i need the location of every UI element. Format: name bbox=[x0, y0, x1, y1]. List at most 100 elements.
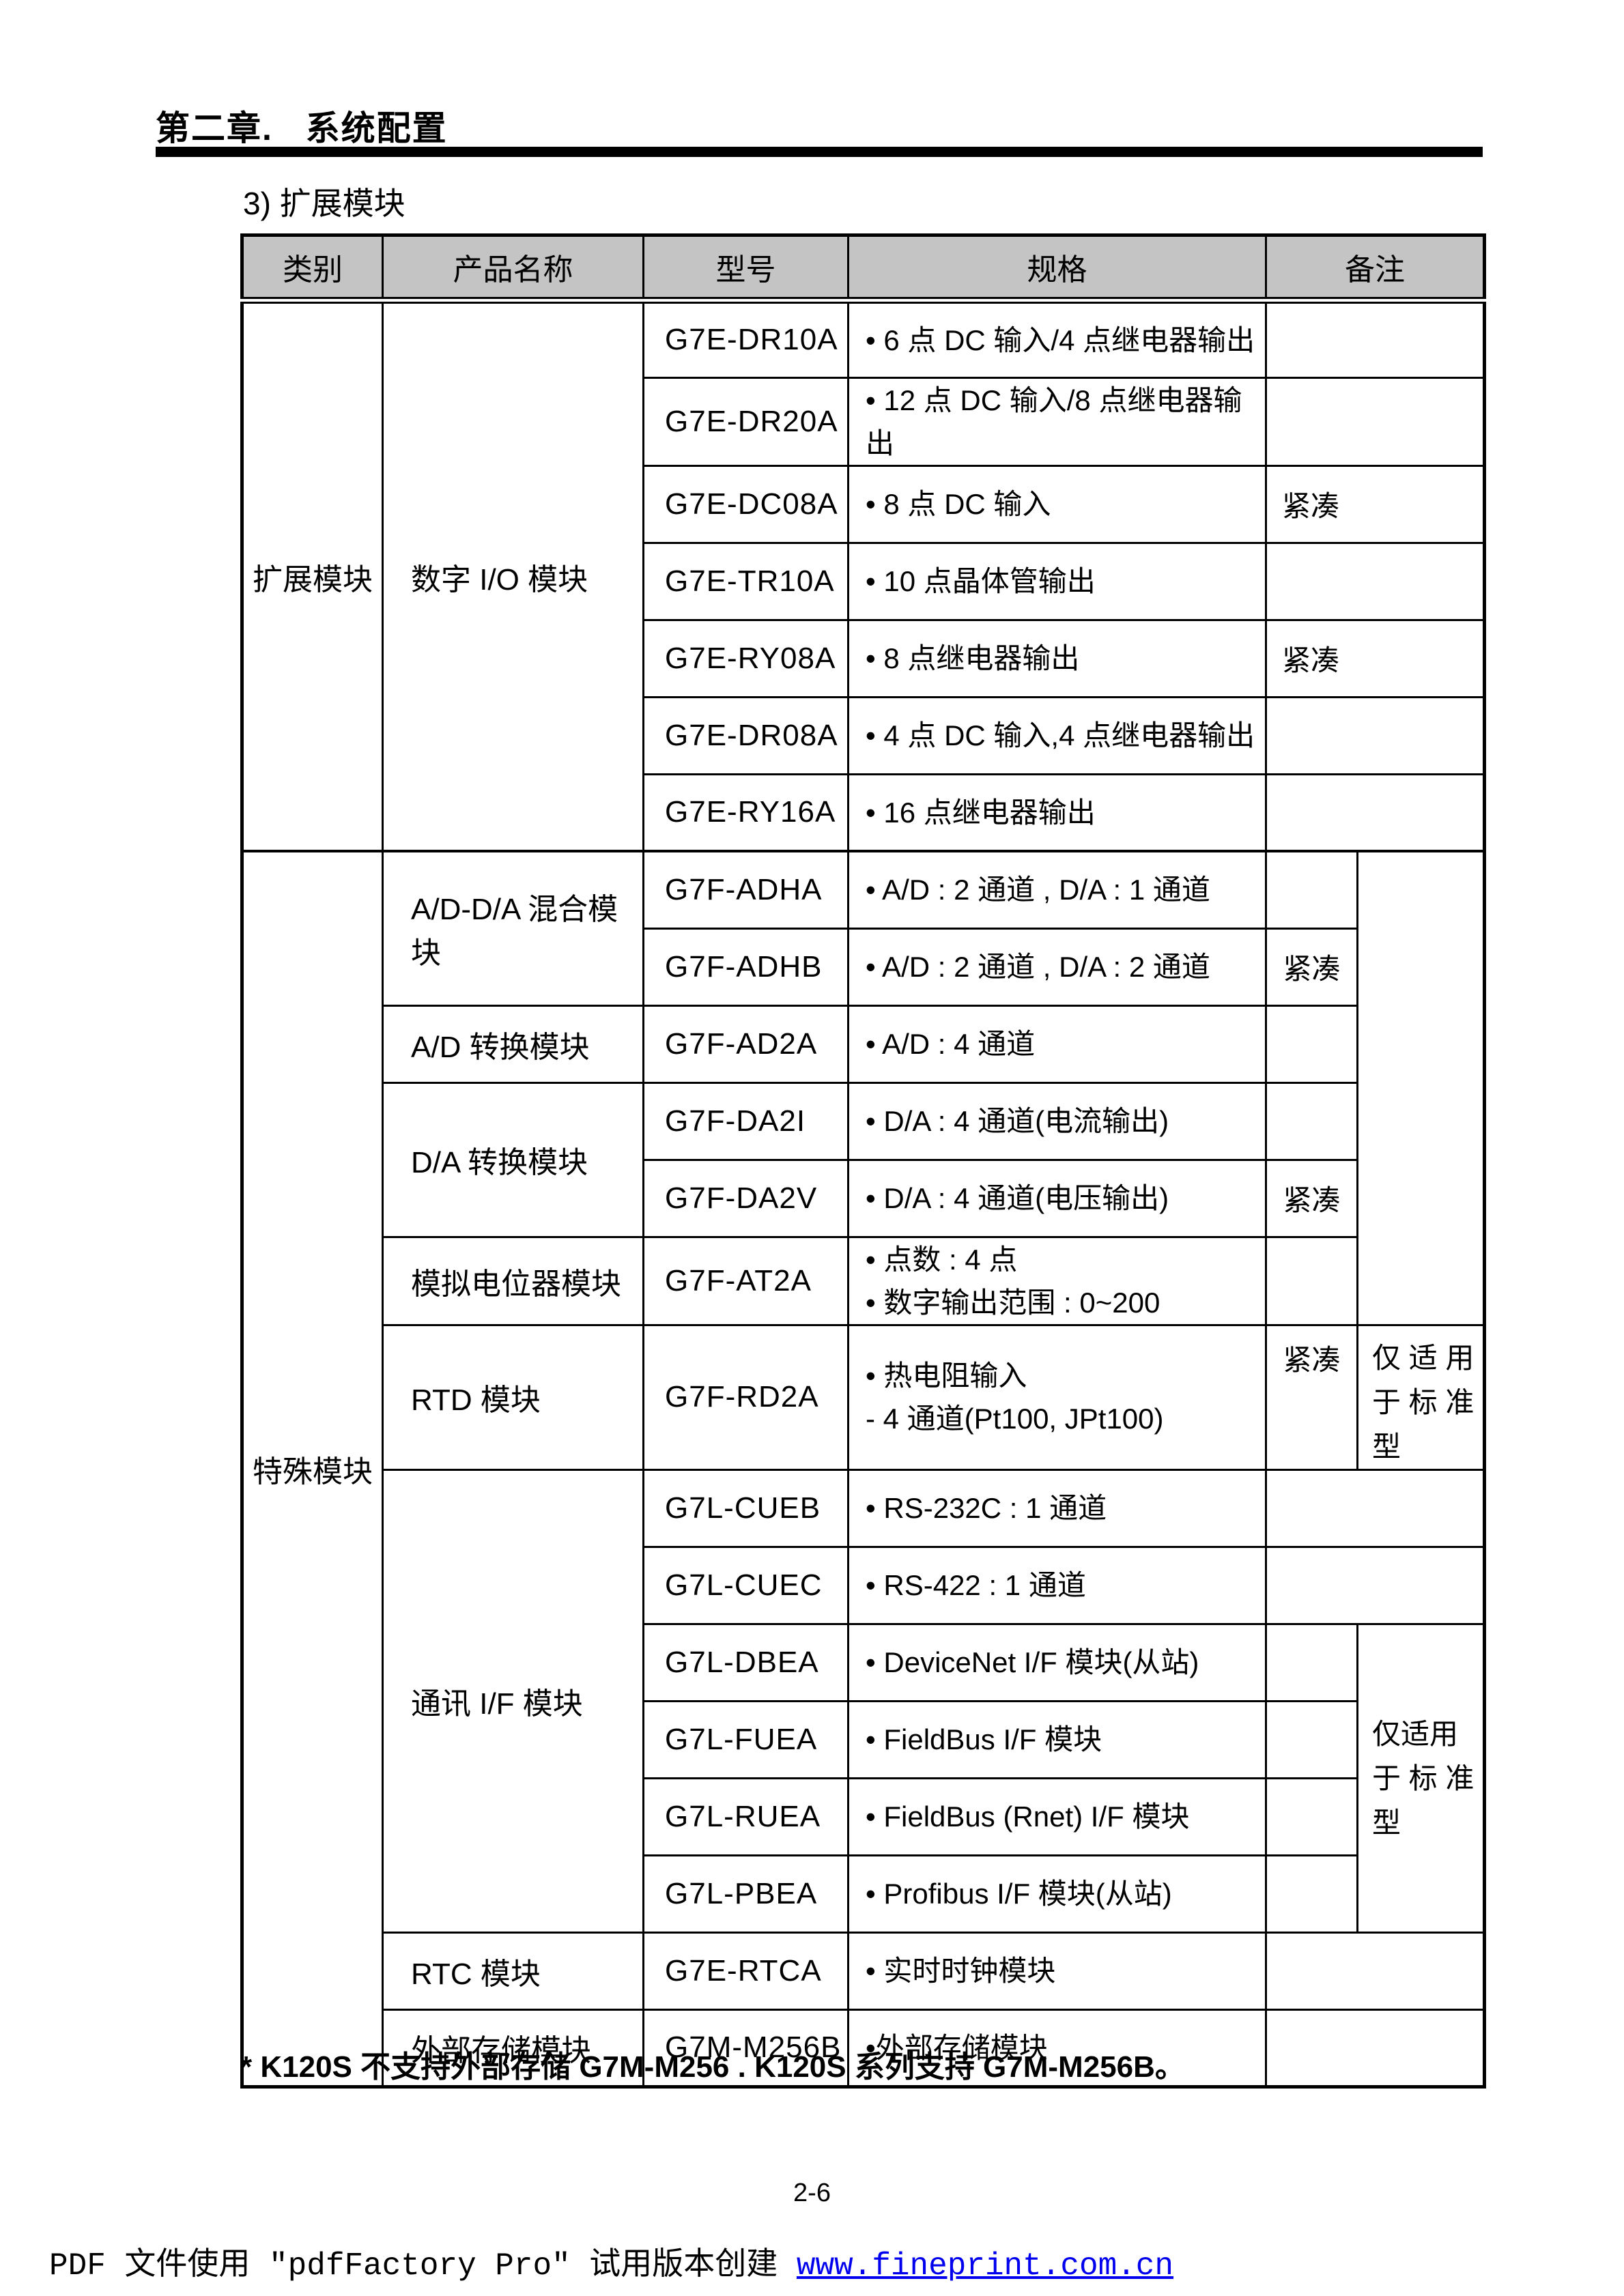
model-cell: G7F-RD2A bbox=[642, 1323, 849, 1471]
table-row: D/A 转换模块 G7F-DA2I • D/A : 4 通道(电流输出) bbox=[242, 1081, 1485, 1238]
model-cell: G7F-ADHB bbox=[642, 927, 849, 1007]
remark-cell bbox=[1265, 1468, 1485, 1548]
remark-cell bbox=[1265, 695, 1485, 775]
table-row: G7E-TR10A • 10 点晶体管输出 bbox=[242, 541, 1485, 621]
model-cell: G7F-AD2A bbox=[642, 1004, 849, 1084]
remark-cell bbox=[1265, 1004, 1358, 1084]
table-row: G7E-DR20A • 12 点 DC 输入/8 点继电器输出 bbox=[242, 376, 1485, 467]
category-cell: 扩展模块 bbox=[241, 299, 384, 852]
spec-cell: • D/A : 4 通道(电流输出) bbox=[847, 1081, 1267, 1161]
table-row: RTC 模块 G7E-RTCA • 实时时钟模块 bbox=[242, 1931, 1485, 2011]
page-number: 2-6 bbox=[793, 2179, 831, 2207]
product-cell: 外部存储模块 bbox=[382, 2008, 644, 2088]
remark-cell bbox=[1265, 1777, 1358, 1856]
remark-cell bbox=[1265, 773, 1485, 852]
pdf-footer: PDF 文件使用 ″pdfFactory Pro″ 试用版本创建 www.fin… bbox=[49, 2239, 1173, 2284]
model-cell: G7L-FUEA bbox=[642, 1699, 849, 1779]
table-header-row: 类别 产品名称 型号 规格 备注 bbox=[241, 234, 1485, 304]
table-row: G7L-PBEA • Profibus I/F 模块(从站) bbox=[242, 1854, 1485, 1934]
remark-cell bbox=[1265, 1622, 1358, 1702]
spec-cell: •外部存储模块 bbox=[847, 2008, 1267, 2088]
model-cell: G7L-CUEB bbox=[642, 1468, 849, 1548]
model-cell: G7E-DR10A bbox=[642, 299, 849, 379]
table-row: G7E-DC08A • 8 点 DC 输入 紧凑 bbox=[242, 464, 1485, 544]
model-cell: G7E-DR08A bbox=[642, 695, 849, 775]
model-cell: G7L-CUEC bbox=[642, 1545, 849, 1625]
remark-cell: 紧凑 bbox=[1265, 1323, 1358, 1471]
header-spec: 规格 bbox=[847, 234, 1267, 304]
table-row: G7L-DBEA • DeviceNet I/F 模块(从站) 仅适用 于 标 … bbox=[242, 1622, 1485, 1934]
spec-cell: • FieldBus (Rnet) I/F 模块 bbox=[847, 1777, 1267, 1856]
header-product: 产品名称 bbox=[382, 234, 644, 304]
spec-cell: • FieldBus I/F 模块 bbox=[847, 1699, 1267, 1779]
spec-cell: • 热电阻输入 - 4 通道(Pt100, JPt100) bbox=[847, 1323, 1267, 1471]
spec-cell: • Profibus I/F 模块(从站) bbox=[847, 1854, 1267, 1934]
spec-cell: • 6 点 DC 输入/4 点继电器输出 bbox=[847, 299, 1267, 379]
remark-cell bbox=[1265, 299, 1485, 379]
chapter-title: 第二章. 系统配置 bbox=[156, 109, 448, 147]
model-cell: G7E-DC08A bbox=[642, 464, 849, 544]
model-cell: G7E-RY08A bbox=[642, 618, 849, 698]
remark-std-only-cell: 仅 适 用 于 标 准 型 bbox=[1356, 1323, 1485, 1471]
expansion-module-table: 类别 产品名称 型号 规格 备注 扩展模块 数字 I/O 模块 G7E-DR10… bbox=[240, 233, 1486, 2089]
table-row: G7E-RY08A • 8 点继电器输出 紧凑 bbox=[242, 618, 1485, 698]
spec-cell: • 实时时钟模块 bbox=[847, 1931, 1267, 2011]
remark-cell bbox=[1265, 1854, 1358, 1934]
table-row: G7L-CUEC • RS-422 : 1 通道 bbox=[242, 1545, 1485, 1625]
spec-cell: • 4 点 DC 输入,4 点继电器输出 bbox=[847, 695, 1267, 775]
header-category: 类别 bbox=[241, 234, 384, 304]
table-row: 模拟电位器模块 G7F-AT2A • 点数 : 4 点 • 数字输出范围 : 0… bbox=[242, 1235, 1485, 1326]
table-row: G7F-ADHB • A/D : 2 通道 , D/A : 2 通道 紧凑 bbox=[242, 927, 1485, 1007]
spec-cell: • RS-422 : 1 通道 bbox=[847, 1545, 1267, 1625]
product-cell: RTD 模块 bbox=[382, 1323, 644, 1471]
model-cell: G7F-DA2V bbox=[642, 1158, 849, 1238]
header-model: 型号 bbox=[642, 234, 849, 304]
model-cell: G7L-PBEA bbox=[642, 1854, 849, 1934]
table-row: G7E-DR08A • 4 点 DC 输入,4 点继电器输出 bbox=[242, 695, 1485, 775]
model-cell: G7E-DR20A bbox=[642, 376, 849, 467]
product-cell: 数字 I/O 模块 bbox=[382, 299, 644, 852]
model-cell: G7M-M256B bbox=[642, 2008, 849, 2088]
model-cell: G7E-RY16A bbox=[642, 773, 849, 852]
spec-cell: • D/A : 4 通道(电压输出) bbox=[847, 1158, 1267, 1238]
remark-cell bbox=[1265, 850, 1358, 930]
spec-cell: • A/D : 4 通道 bbox=[847, 1004, 1267, 1084]
remark-cell bbox=[1265, 1931, 1485, 2011]
spec-cell: • 16 点继电器输出 bbox=[847, 773, 1267, 852]
product-cell: D/A 转换模块 bbox=[382, 1081, 644, 1238]
table-row: G7F-DA2V • D/A : 4 通道(电压输出) 紧凑 bbox=[242, 1158, 1485, 1238]
section-heading: 3) 扩展模块 bbox=[243, 186, 405, 221]
remark-cell bbox=[1265, 1081, 1358, 1161]
category-cell: 特殊模块 bbox=[241, 849, 384, 2088]
table-row: 特殊模块 A/D-D/A 混合模块 G7F-ADHA • A/D : 2 通道 … bbox=[241, 849, 1485, 2088]
spec-cell: • 8 点继电器输出 bbox=[847, 618, 1267, 698]
spec-cell: • 点数 : 4 点 • 数字输出范围 : 0~200 bbox=[847, 1235, 1267, 1326]
chapter-rule bbox=[156, 147, 1483, 157]
model-cell: G7F-ADHA bbox=[642, 850, 849, 930]
table-row: G7E-RY16A • 16 点继电器输出 bbox=[242, 773, 1485, 852]
spec-cell: • DeviceNet I/F 模块(从站) bbox=[847, 1622, 1267, 1702]
model-cell: G7L-DBEA bbox=[642, 1622, 849, 1702]
remark-cell bbox=[1265, 1235, 1358, 1326]
remark-cell: 紧凑 bbox=[1265, 464, 1485, 544]
product-cell: RTC 模块 bbox=[382, 1931, 644, 2011]
remark-std-only-cell: 仅适用 于 标 准 型 bbox=[1356, 1622, 1485, 1934]
product-cell: A/D 转换模块 bbox=[382, 1004, 644, 1084]
remark-merged-cell bbox=[1356, 850, 1485, 1326]
model-cell: G7E-RTCA bbox=[642, 1931, 849, 2011]
fineprint-link[interactable]: www.fineprint.com.cn bbox=[796, 2248, 1173, 2284]
spec-cell: • A/D : 2 通道 , D/A : 2 通道 bbox=[847, 927, 1267, 1007]
remark-cell bbox=[1265, 2008, 1485, 2088]
pdf-footer-text: PDF 文件使用 ″pdfFactory Pro″ 试用版本创建 bbox=[49, 2248, 797, 2284]
spec-cell: • A/D : 2 通道 , D/A : 1 通道 bbox=[847, 850, 1267, 930]
spec-cell: • 12 点 DC 输入/8 点继电器输出 bbox=[847, 376, 1267, 467]
table-row: A/D 转换模块 G7F-AD2A • A/D : 4 通道 bbox=[242, 1004, 1485, 1084]
spec-cell: • 10 点晶体管输出 bbox=[847, 541, 1267, 621]
spec-cell: • 8 点 DC 输入 bbox=[847, 464, 1267, 544]
table-row: 扩展模块 数字 I/O 模块 G7E-DR10A • 6 点 DC 输入/4 点… bbox=[241, 299, 1485, 852]
remark-cell: 紧凑 bbox=[1265, 618, 1485, 698]
table-row: 外部存储模块 G7M-M256B •外部存储模块 bbox=[242, 2008, 1485, 2088]
model-cell: G7F-AT2A bbox=[642, 1235, 849, 1326]
model-cell: G7F-DA2I bbox=[642, 1081, 849, 1161]
